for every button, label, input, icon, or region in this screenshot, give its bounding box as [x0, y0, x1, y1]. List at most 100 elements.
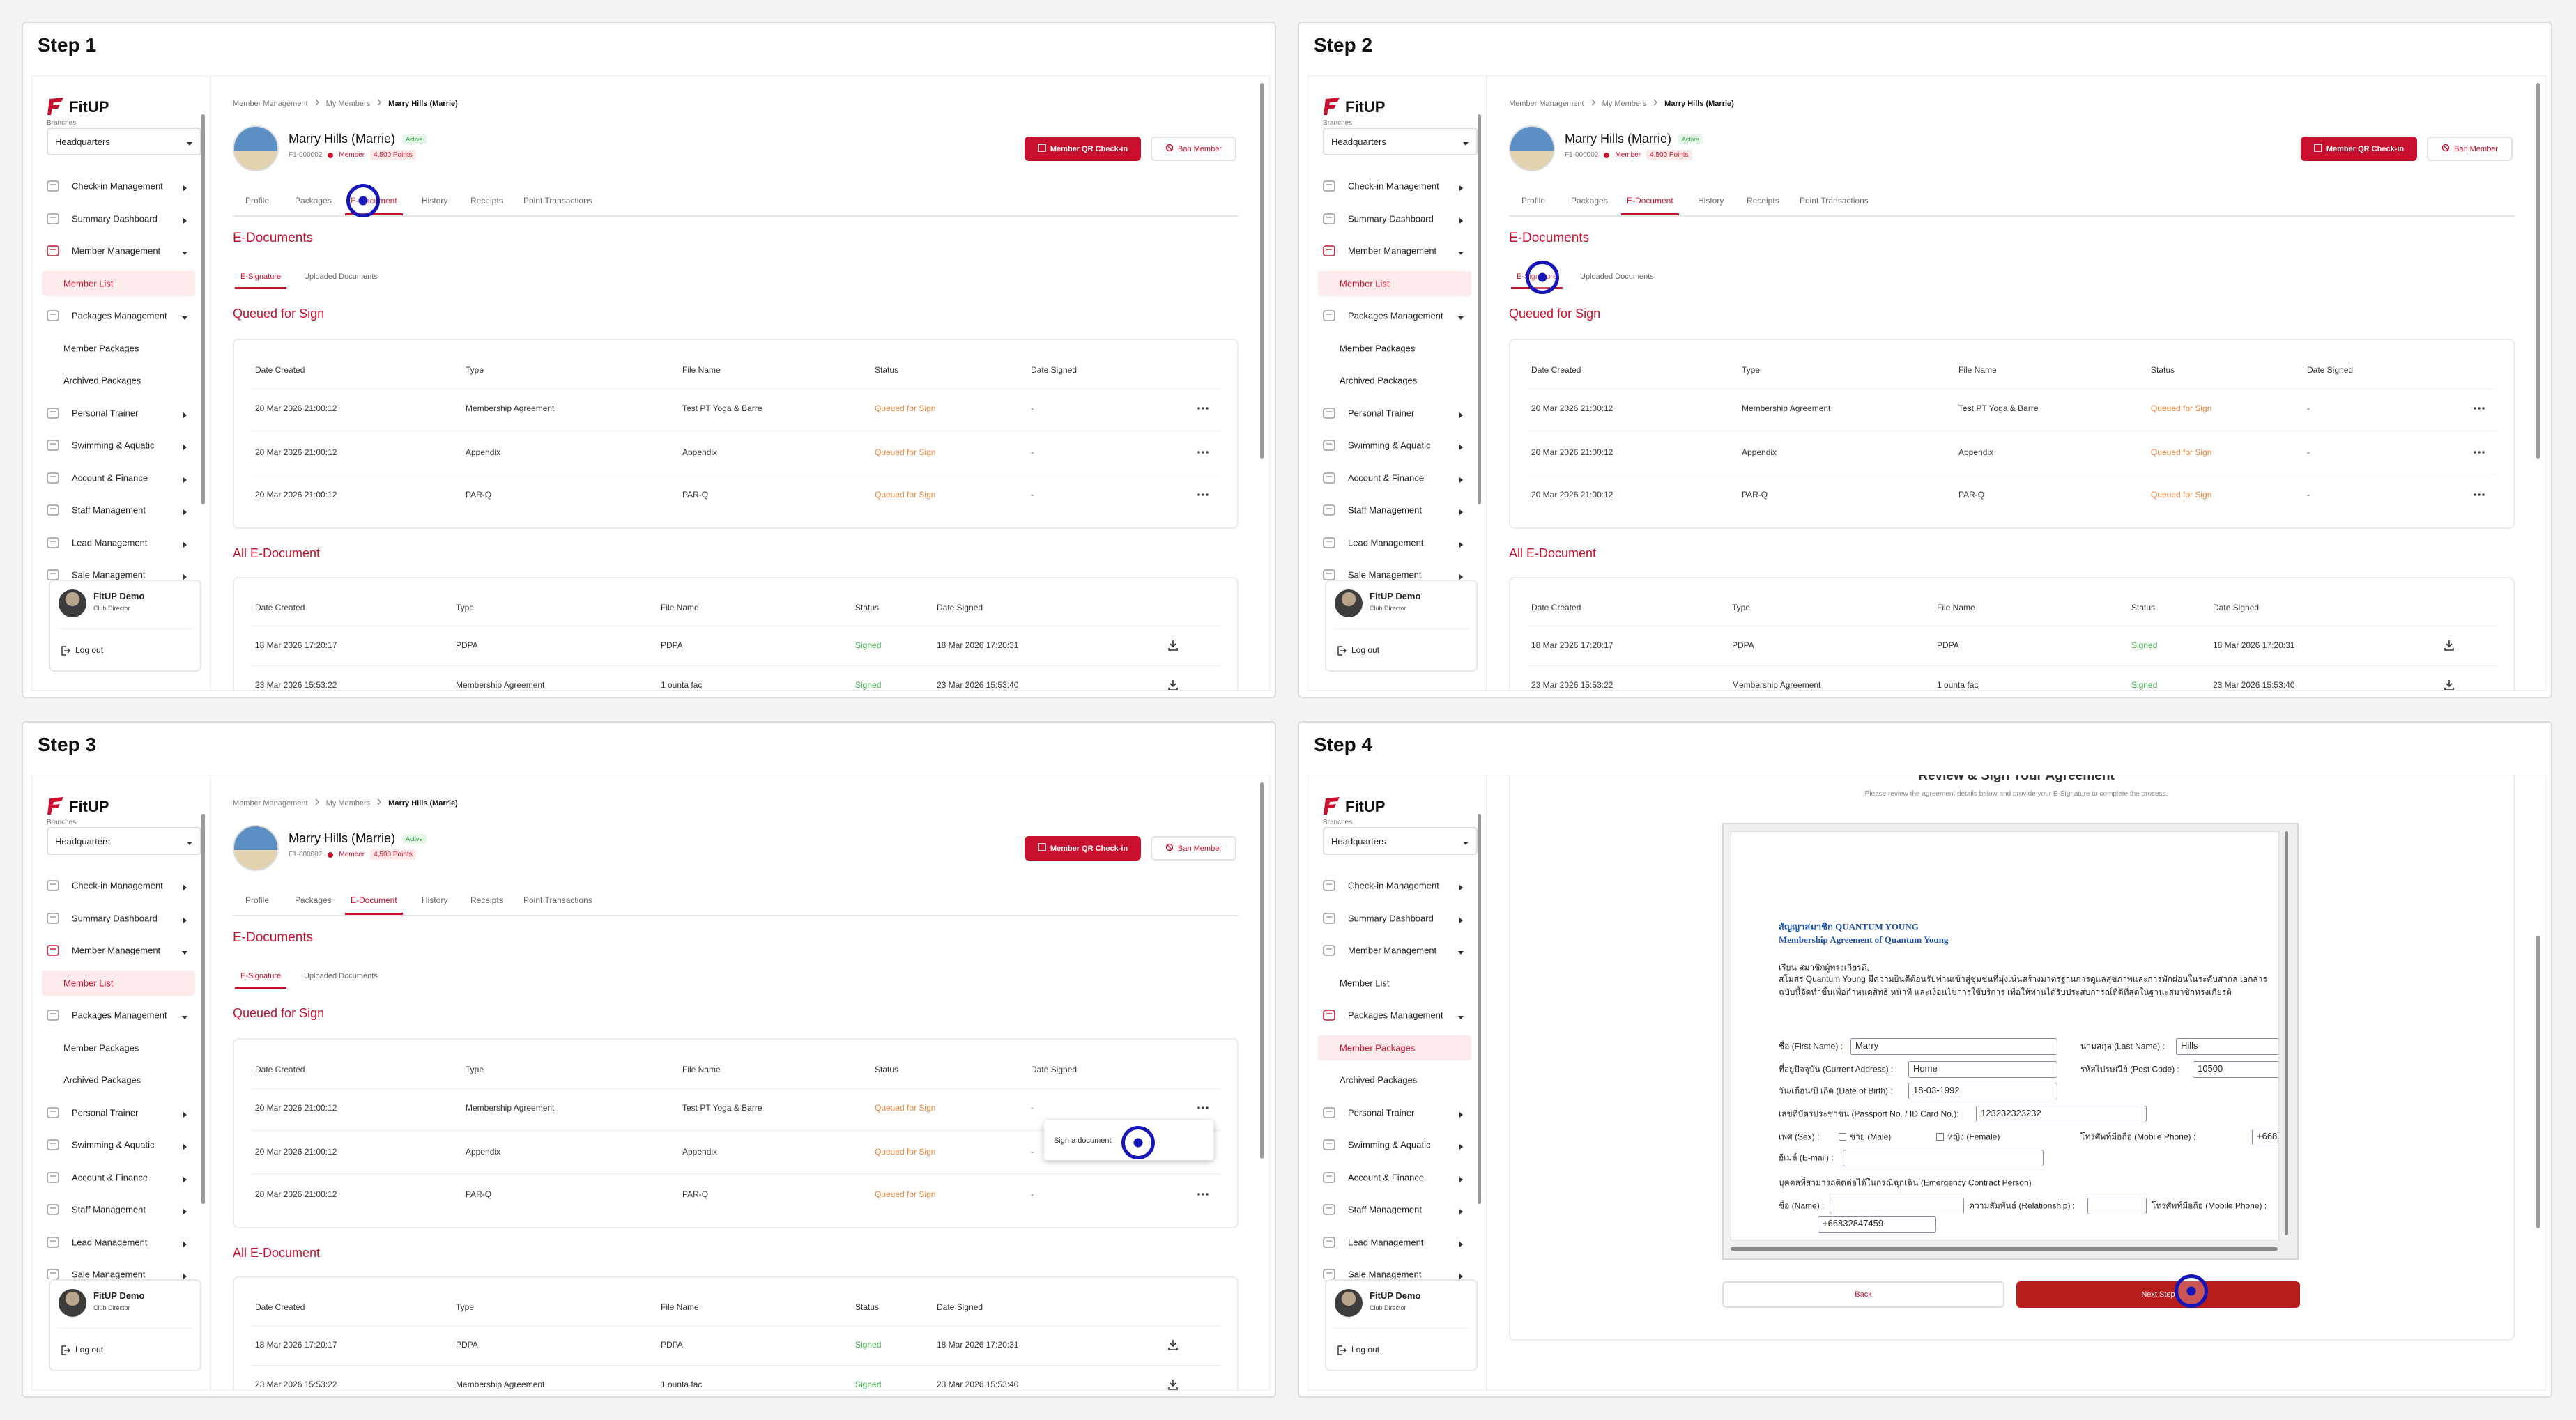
- branch-select[interactable]: Headquarters: [1323, 128, 1478, 155]
- logout[interactable]: Log out: [1351, 1345, 1380, 1355]
- row-menu[interactable]: [1196, 1102, 1210, 1118]
- tab[interactable]: History: [1698, 196, 1724, 206]
- menu-item[interactable]: Account & Finance: [1318, 1165, 1471, 1190]
- branch-select[interactable]: Headquarters: [47, 827, 201, 855]
- row-menu[interactable]: [2472, 446, 2486, 462]
- submenu-item[interactable]: Member Packages: [1318, 336, 1471, 361]
- row-menu[interactable]: [1196, 1188, 1210, 1204]
- menu-item[interactable]: Member Management: [1318, 238, 1471, 263]
- download[interactable]: [1167, 639, 1179, 655]
- menu-item[interactable]: Lead Management: [1318, 1230, 1471, 1255]
- text-input[interactable]: [1830, 1198, 1964, 1214]
- menu-item[interactable]: Sale Management: [42, 1262, 195, 1279]
- text-input[interactable]: Marry: [1850, 1038, 2057, 1055]
- menu-item[interactable]: Personal Trainer: [1318, 1100, 1471, 1125]
- menu-item[interactable]: Member Management: [42, 938, 195, 963]
- tab[interactable]: Point Transactions: [523, 196, 592, 206]
- breadcrumb-item[interactable]: Member Management: [1509, 99, 1584, 108]
- menu-item[interactable]: Account & Finance: [42, 465, 195, 491]
- row-menu[interactable]: [2472, 488, 2486, 504]
- menu-item[interactable]: Check-in Management: [1318, 173, 1471, 199]
- qr-checkin-button[interactable]: Member QR Check-in: [2301, 137, 2417, 161]
- tab[interactable]: Profile: [1521, 196, 1546, 206]
- tab[interactable]: History: [422, 895, 448, 905]
- logout[interactable]: Log out: [1351, 645, 1380, 655]
- submenu-item[interactable]: Archived Packages: [1318, 368, 1471, 393]
- menu-item[interactable]: Swimming & Aquatic: [42, 433, 195, 458]
- menu-item[interactable]: Sale Management: [1318, 562, 1471, 580]
- tab[interactable]: E-Document: [345, 890, 403, 915]
- qr-checkin-button[interactable]: Member QR Check-in: [1025, 836, 1141, 861]
- subtab[interactable]: E-Signature: [235, 968, 287, 989]
- logout[interactable]: Log out: [75, 1345, 104, 1355]
- menu-item[interactable]: Packages Management: [42, 303, 195, 328]
- row-menu[interactable]: [1196, 488, 1210, 504]
- download[interactable]: [1167, 1378, 1179, 1390]
- menu-item[interactable]: Lead Management: [42, 530, 195, 555]
- back-button[interactable]: Back: [1722, 1281, 2004, 1308]
- menu-item[interactable]: Member Management: [42, 238, 195, 263]
- menu-item[interactable]: Summary Dashboard: [42, 206, 195, 231]
- menu-item[interactable]: Staff Management: [1318, 497, 1471, 523]
- checkbox[interactable]: [1936, 1133, 1944, 1141]
- breadcrumb-item[interactable]: Member Management: [233, 798, 308, 808]
- submenu-item[interactable]: Archived Packages: [1318, 1067, 1471, 1093]
- submenu-item[interactable]: Member List: [42, 970, 195, 996]
- row-menu[interactable]: [1196, 402, 1210, 418]
- tab[interactable]: E-Document: [1621, 190, 1679, 215]
- menu-item[interactable]: Summary Dashboard: [42, 906, 195, 931]
- menu-item[interactable]: Personal Trainer: [42, 401, 195, 426]
- text-input[interactable]: Hills: [2176, 1038, 2278, 1055]
- submenu-item[interactable]: Member Packages: [42, 1035, 195, 1060]
- menu-item[interactable]: Packages Management: [1318, 303, 1471, 328]
- menu-item[interactable]: Sale Management: [1318, 1262, 1471, 1279]
- menu-item[interactable]: Account & Finance: [42, 1165, 195, 1190]
- menu-item[interactable]: Packages Management: [42, 1003, 195, 1028]
- breadcrumb-item[interactable]: My Members: [1602, 99, 1647, 108]
- menu-item[interactable]: Swimming & Aquatic: [1318, 433, 1471, 458]
- menu-item[interactable]: Swimming & Aquatic: [42, 1132, 195, 1157]
- text-input[interactable]: Home: [1908, 1061, 2057, 1078]
- submenu-item[interactable]: Member Packages: [42, 336, 195, 361]
- breadcrumb-item[interactable]: Member Management: [233, 99, 308, 108]
- menu-item[interactable]: Account & Finance: [1318, 465, 1471, 491]
- tab[interactable]: Packages: [295, 895, 332, 905]
- menu-item[interactable]: Packages Management: [1318, 1003, 1471, 1028]
- menu-option[interactable]: Sign a document: [1054, 1136, 1112, 1145]
- menu-item[interactable]: Personal Trainer: [1318, 401, 1471, 426]
- tab[interactable]: Profile: [245, 895, 270, 905]
- ban-button[interactable]: Ban Member: [1151, 137, 1236, 161]
- menu-item[interactable]: Staff Management: [42, 497, 195, 523]
- text-input[interactable]: [2087, 1198, 2147, 1214]
- breadcrumb-item[interactable]: My Members: [325, 99, 371, 108]
- subtab[interactable]: Uploaded Documents: [1580, 272, 1654, 281]
- ban-button[interactable]: Ban Member: [2427, 137, 2513, 161]
- tab[interactable]: Receipts: [1747, 196, 1779, 206]
- tab[interactable]: History: [422, 196, 448, 206]
- tab[interactable]: Profile: [245, 196, 270, 206]
- subtab[interactable]: Uploaded Documents: [304, 972, 378, 980]
- qr-checkin-button[interactable]: Member QR Check-in: [1025, 137, 1141, 161]
- text-input[interactable]: 123232323232: [1976, 1106, 2147, 1122]
- download[interactable]: [1167, 679, 1179, 690]
- menu-item[interactable]: Check-in Management: [42, 873, 195, 898]
- tab[interactable]: Packages: [1571, 196, 1608, 206]
- subtab[interactable]: Uploaded Documents: [304, 272, 378, 281]
- checkbox[interactable]: [1839, 1133, 1846, 1141]
- text-input[interactable]: +66832847459: [1818, 1216, 1936, 1233]
- text-input[interactable]: +66832847459: [2252, 1129, 2278, 1145]
- row-menu[interactable]: [2472, 402, 2486, 418]
- menu-item[interactable]: Lead Management: [42, 1230, 195, 1255]
- download[interactable]: [1167, 1338, 1179, 1355]
- menu-item[interactable]: Member Management: [1318, 938, 1471, 963]
- submenu-item[interactable]: Archived Packages: [42, 1067, 195, 1093]
- tab[interactable]: Point Transactions: [1800, 196, 1869, 206]
- submenu-item[interactable]: Member List: [1318, 270, 1471, 296]
- text-input[interactable]: 10500: [2193, 1061, 2278, 1078]
- menu-item[interactable]: Staff Management: [1318, 1197, 1471, 1222]
- menu-item[interactable]: Summary Dashboard: [1318, 906, 1471, 931]
- menu-item[interactable]: Sale Management: [42, 562, 195, 580]
- menu-item[interactable]: Check-in Management: [1318, 873, 1471, 898]
- submenu-item[interactable]: Member Packages: [1318, 1035, 1471, 1060]
- tab[interactable]: Packages: [295, 196, 332, 206]
